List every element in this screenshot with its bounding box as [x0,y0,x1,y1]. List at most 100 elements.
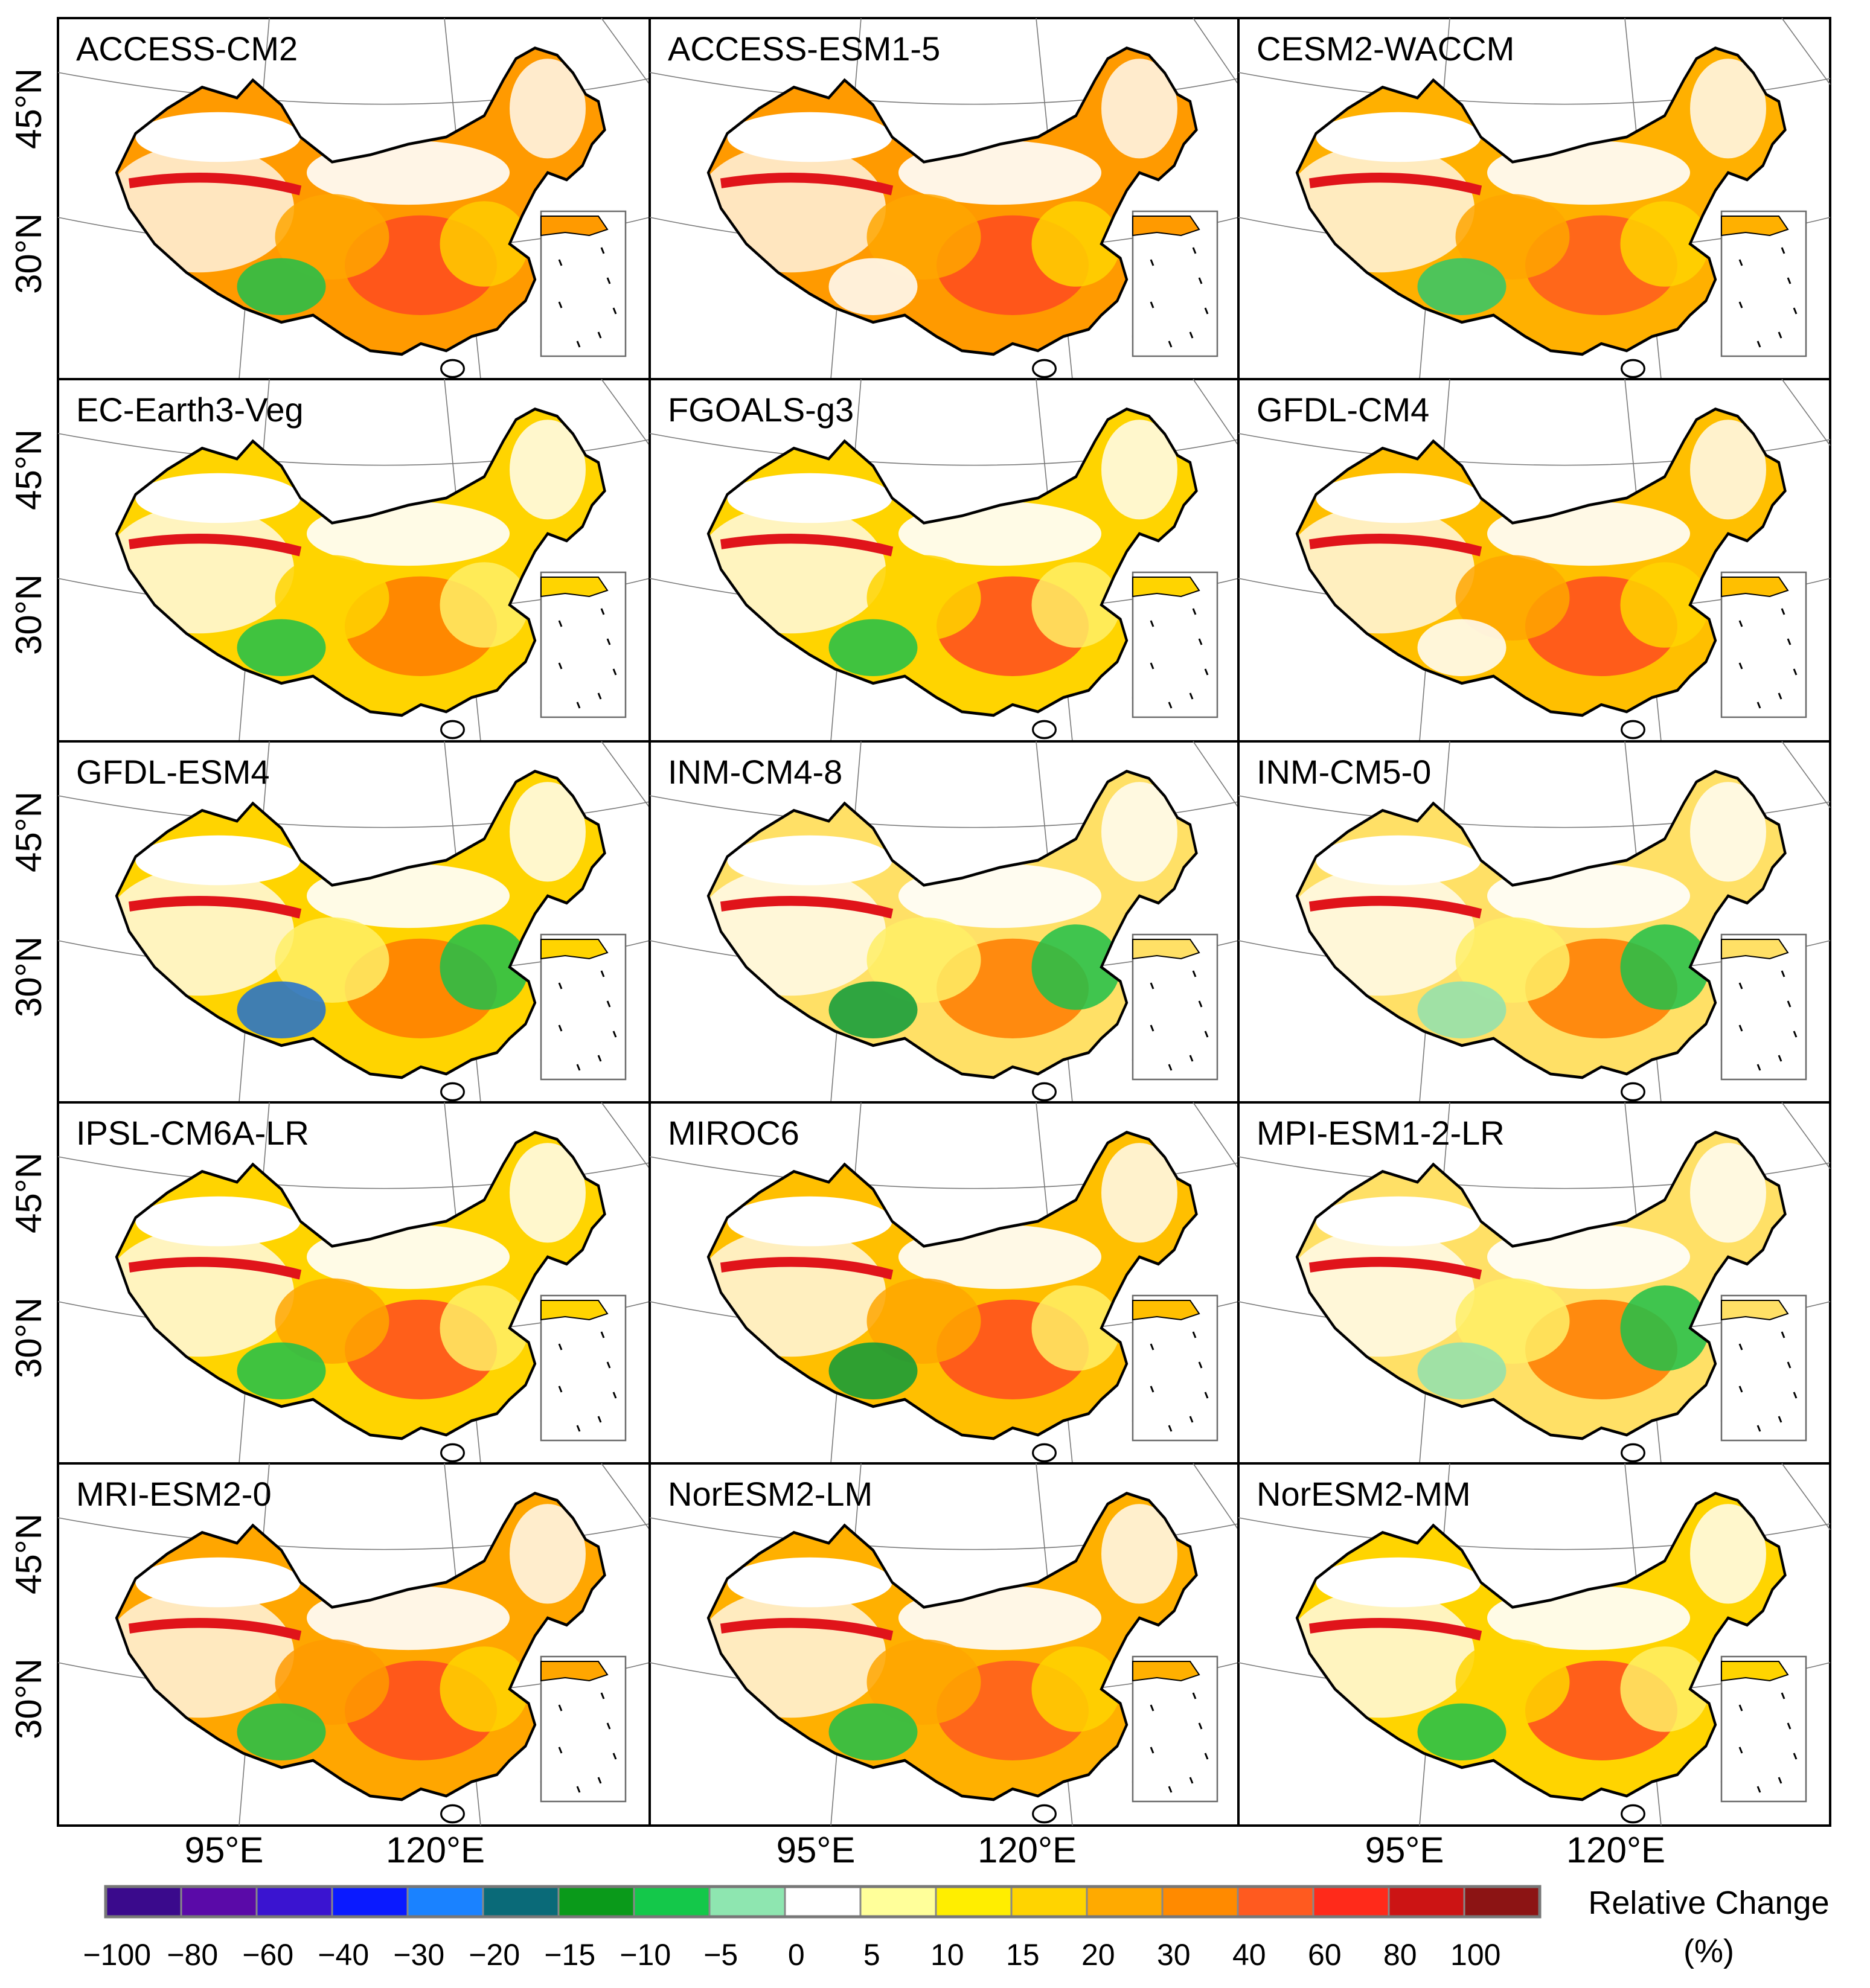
map-panel: EC-Earth3-Veg [57,378,651,743]
colorbar-swatch [1463,1885,1541,1918]
colorbar-swatch [406,1885,484,1918]
panel-title: MPI-ESM1-2-LR [1257,1114,1505,1152]
china-map [91,753,630,1102]
panel-title: ACCESS-CM2 [76,30,298,68]
colorbar-tick: −30 [393,1938,444,1972]
lat-label: 45°N [8,791,49,872]
map-panel: FGOALS-g3 [648,378,1240,743]
south-china-sea-inset [540,210,627,357]
colorbar-tick: 100 [1450,1938,1500,1972]
south-china-sea-inset [1132,1294,1218,1442]
china-map [683,1114,1222,1463]
colorbar-swatch [1237,1885,1314,1918]
map-panel: INM-CM5-0 [1237,740,1831,1104]
lon-label: 95°E [1365,1830,1444,1870]
legend-title: Relative Change [1588,1885,1829,1921]
lat-label: 45°N [8,1513,49,1594]
south-china-sea-inset [1720,210,1807,357]
lon-label: 95°E [776,1830,856,1870]
panel-title: MIROC6 [668,1114,799,1152]
panel-title: GFDL-ESM4 [76,753,270,791]
colorbar-tick: −15 [544,1938,595,1972]
lat-label: 45°N [8,429,49,510]
colorbar-tick: −80 [167,1938,218,1972]
south-china-sea-inset [1132,933,1218,1081]
panel-title: IPSL-CM6A-LR [76,1114,309,1152]
panel-title: CESM2-WACCM [1257,30,1514,68]
china-map [1272,1114,1811,1463]
colorbar-swatch [633,1885,711,1918]
colorbar-swatch [1010,1885,1088,1918]
south-china-sea-inset [540,933,627,1081]
map-panel: INM-CM4-8 [648,740,1240,1104]
colorbar-tick: 10 [930,1938,964,1972]
colorbar-tick: 80 [1383,1938,1417,1972]
lat-label: 30°N [8,574,49,655]
colorbar-tick: 60 [1308,1938,1342,1972]
panel-title: INM-CM5-0 [1257,753,1431,791]
lat-label: 30°N [8,213,49,294]
south-china-sea-inset [1132,1655,1218,1803]
colorbar-tick: −5 [703,1938,738,1972]
colorbar-tick: −10 [620,1938,671,1972]
colorbar-swatch [482,1885,560,1918]
panel-title: GFDL-CM4 [1257,391,1429,429]
colorbar-tick: −100 [83,1938,151,1972]
china-map [91,1475,630,1824]
panel-title: EC-Earth3-Veg [76,391,304,429]
south-china-sea-inset [1720,1655,1807,1803]
lat-label: 30°N [8,1658,49,1739]
map-panel: MPI-ESM1-2-LR [1237,1101,1831,1465]
colorbar-swatch [255,1885,333,1918]
panel-title: MRI-ESM2-0 [76,1475,272,1513]
colorbar-tick: 0 [788,1938,805,1972]
colorbar: −100 −80 −60 −40 −30 −20 −15 −10 −5 0 5 10 15 20 30 40 6… [83,1885,1542,1972]
panel-grid: ACCESS-CM2 ACCESS-ESM1-5 CESM2-WACCM EC-Ear… [57,17,1831,1827]
colorbar-swatch [331,1885,409,1918]
colorbar-swatch [180,1885,258,1918]
panel-title: INM-CM4-8 [668,753,842,791]
colorbar-tick: 15 [1006,1938,1040,1972]
map-panel: NorESM2-LM [648,1462,1240,1827]
lon-label: 120°E [386,1830,485,1870]
panel-title: NorESM2-MM [1257,1475,1471,1513]
colorbar-tick: −20 [469,1938,520,1972]
map-panel: CESM2-WACCM [1237,17,1831,380]
colorbar-swatch [1161,1885,1239,1918]
south-china-sea-inset [540,1294,627,1442]
panel-title: FGOALS-g3 [668,391,854,429]
colorbar-tick: −60 [242,1938,293,1972]
china-map [91,1114,630,1463]
map-panel: ACCESS-ESM1-5 [648,17,1240,380]
map-panel: ACCESS-CM2 [57,17,651,380]
china-map [1272,753,1811,1102]
map-panel: NorESM2-MM [1237,1462,1831,1827]
colorbar-swatch [104,1885,182,1918]
south-china-sea-inset [1132,210,1218,357]
lat-label: 45°N [8,68,49,149]
colorbar-tick: 40 [1232,1938,1266,1972]
colorbar-tick: 5 [863,1938,880,1972]
lat-label: 30°N [8,936,49,1017]
axis-labels: 45°N 30°N 45°N 30°N 45°N 30°N 45°N 30°N 45°N 30°N… [8,68,1665,1870]
south-china-sea-inset [1720,1294,1807,1442]
lon-label: 120°E [978,1830,1077,1870]
south-china-sea-inset [540,571,627,718]
colorbar-swatch [1388,1885,1465,1918]
map-panel: IPSL-CM6A-LR [57,1101,651,1465]
colorbar-swatch [784,1885,862,1918]
colorbar-swatch [557,1885,635,1918]
map-panel: GFDL-ESM4 [57,740,651,1104]
lon-label: 120°E [1566,1830,1665,1870]
panel-title: ACCESS-ESM1-5 [668,30,940,68]
colorbar-swatch [935,1885,1013,1918]
south-china-sea-inset [1132,571,1218,718]
legend-unit: (%) [1683,1933,1734,1969]
lat-label: 30°N [8,1297,49,1378]
colorbar-tick: 20 [1081,1938,1115,1972]
colorbar-swatch [859,1885,937,1918]
colorbar-tick: 30 [1157,1938,1191,1972]
map-panel: MRI-ESM2-0 [57,1462,651,1827]
south-china-sea-inset [1720,571,1807,718]
